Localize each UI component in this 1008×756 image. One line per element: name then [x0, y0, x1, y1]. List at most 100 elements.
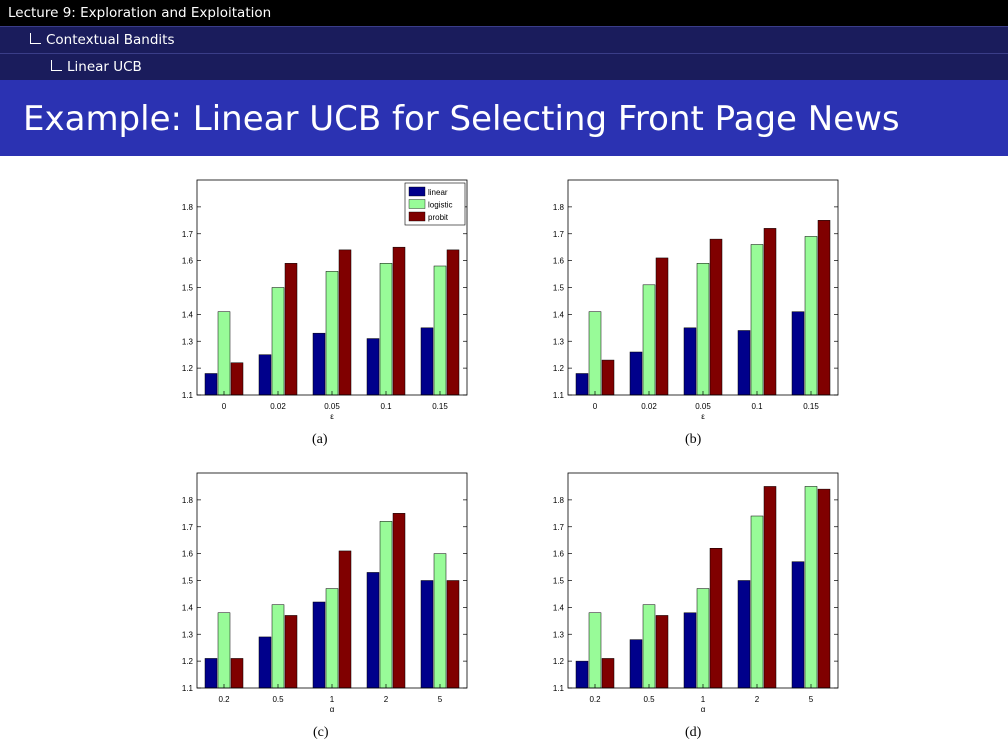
- y-tick-label: 1.2: [553, 657, 565, 666]
- nav-section-title[interactable]: Contextual Bandits: [46, 32, 175, 48]
- legend-label-linear: linear: [428, 188, 448, 197]
- x-tick-label: 5: [438, 695, 443, 704]
- legend-swatch-probit: [408, 211, 426, 222]
- bar-logistic: [642, 284, 656, 396]
- y-tick-label: 1.6: [553, 550, 565, 559]
- plot-frame: [196, 472, 468, 689]
- x-tick-label: 0.15: [432, 402, 448, 411]
- x-tick-label: 0.2: [589, 695, 601, 704]
- bar-logistic: [271, 287, 285, 396]
- y-tick-label: 1.7: [553, 230, 565, 239]
- x-tick-label: 0.15: [803, 402, 819, 411]
- bar-logistic: [696, 263, 710, 396]
- bar-logistic: [433, 553, 447, 689]
- nav-lecture-title[interactable]: Lecture 9: Exploration and Exploitation: [8, 5, 272, 21]
- bar-chart-d: 1.1 1.2 1.3 1.4 1.5 1.6 1.7 1.8 0.2 0.5 1 2 5 α: [553, 472, 839, 714]
- x-tick-label: 0.5: [643, 695, 655, 704]
- bar-probit: [338, 550, 352, 689]
- x-axis-label: ε: [701, 412, 705, 421]
- x-tick-label: 1: [330, 695, 335, 704]
- caption-d: (d): [685, 725, 702, 740]
- legend-label-logistic: logistic: [428, 201, 452, 210]
- y-tick-label: 1.6: [182, 550, 194, 559]
- bar-probit: [338, 249, 352, 396]
- plot-frame: [196, 179, 468, 396]
- bar-linear: [312, 332, 326, 396]
- bar-logistic: [217, 311, 231, 396]
- bar-chart-c: 1.1 1.2 1.3 1.4 1.5 1.6 1.7 1.8 0.2 0.5 1 2 5 α: [182, 472, 468, 714]
- bar-linear: [575, 660, 589, 689]
- bar-probit: [601, 658, 615, 689]
- bar-logistic: [217, 612, 231, 689]
- slide-title: Example: Linear UCB for Selecting Front …: [23, 99, 900, 139]
- bar-linear: [420, 327, 434, 396]
- bar-probit: [709, 548, 723, 689]
- plot-frame: [567, 472, 839, 689]
- y-tick-label: 1.1: [182, 684, 194, 693]
- bar-probit: [817, 220, 831, 396]
- bar-linear: [366, 572, 380, 689]
- bar-logistic: [379, 263, 393, 396]
- chart-panel-b: 1.1 1.2 1.3 1.4 1.5 1.6 1.7 1.8 0 0.02 0.05 0.1 0.15…: [531, 172, 851, 436]
- slide-title-bar: Example: Linear UCB for Selecting Front …: [0, 80, 1008, 156]
- bar-linear: [204, 373, 218, 396]
- tree-elbow-icon: [51, 60, 62, 71]
- y-tick-label: 1.5: [182, 284, 194, 293]
- x-axis-label: α: [330, 705, 335, 714]
- bar-linear: [683, 612, 697, 689]
- bar-logistic: [325, 271, 339, 396]
- bar-logistic: [433, 265, 447, 396]
- bar-linear: [258, 636, 272, 689]
- chart-panel-d: 1.1 1.2 1.3 1.4 1.5 1.6 1.7 1.8 0.2 0.5 1 2 5 α: [531, 465, 851, 729]
- x-tick-label: 0.5: [272, 695, 284, 704]
- bar-probit: [763, 486, 777, 689]
- bar-logistic: [588, 612, 602, 689]
- bar-probit: [284, 615, 298, 689]
- x-axis-label: ε: [330, 412, 334, 421]
- y-tick-label: 1.6: [553, 257, 565, 266]
- bar-logistic: [750, 515, 764, 689]
- nav-section-bar[interactable]: Contextual Bandits: [0, 26, 1008, 54]
- caption-b: (b): [685, 432, 702, 447]
- bar-probit: [230, 362, 244, 396]
- bar-logistic: [379, 521, 393, 689]
- bar-chart-b: 1.1 1.2 1.3 1.4 1.5 1.6 1.7 1.8 0 0.02 0.05 0.1 0.15…: [553, 179, 839, 421]
- bar-probit: [284, 263, 298, 396]
- x-tick-label: 0.1: [380, 402, 392, 411]
- x-tick-label: 0.2: [218, 695, 230, 704]
- bar-logistic: [325, 588, 339, 689]
- nav-lecture-bar[interactable]: Lecture 9: Exploration and Exploitation: [0, 0, 1008, 26]
- bar-logistic: [588, 311, 602, 396]
- bar-probit: [392, 246, 406, 396]
- caption-c: (c): [313, 725, 329, 740]
- x-tick-label: 2: [755, 695, 760, 704]
- y-tick-label: 1.7: [182, 230, 194, 239]
- bar-probit: [230, 658, 244, 689]
- y-tick-label: 1.4: [182, 603, 194, 612]
- x-tick-label: 0.02: [641, 402, 657, 411]
- y-tick-label: 1.3: [182, 630, 194, 639]
- y-tick-label: 1.6: [182, 257, 194, 266]
- bar-probit: [817, 488, 831, 689]
- x-tick-label: 0: [222, 402, 227, 411]
- y-tick-label: 1.8: [182, 203, 194, 212]
- caption-a: (a): [312, 432, 328, 447]
- y-tick-label: 1.2: [553, 364, 565, 373]
- y-tick-label: 1.4: [553, 603, 565, 612]
- nav-subsection-title[interactable]: Linear UCB: [67, 59, 142, 75]
- y-tick-label: 1.3: [553, 337, 565, 346]
- bar-logistic: [750, 244, 764, 396]
- bar-linear: [791, 561, 805, 689]
- y-tick-label: 1.5: [553, 577, 565, 586]
- bar-probit: [763, 228, 777, 396]
- bar-linear: [629, 639, 643, 689]
- nav-subsection-bar[interactable]: Linear UCB: [0, 53, 1008, 81]
- bar-probit: [446, 249, 460, 396]
- plot-frame: [567, 179, 839, 396]
- bar-linear: [737, 330, 751, 396]
- bar-linear: [683, 327, 697, 396]
- x-axis-label: α: [701, 705, 706, 714]
- bar-probit: [601, 359, 615, 396]
- bar-linear: [312, 601, 326, 689]
- bar-logistic: [696, 588, 710, 689]
